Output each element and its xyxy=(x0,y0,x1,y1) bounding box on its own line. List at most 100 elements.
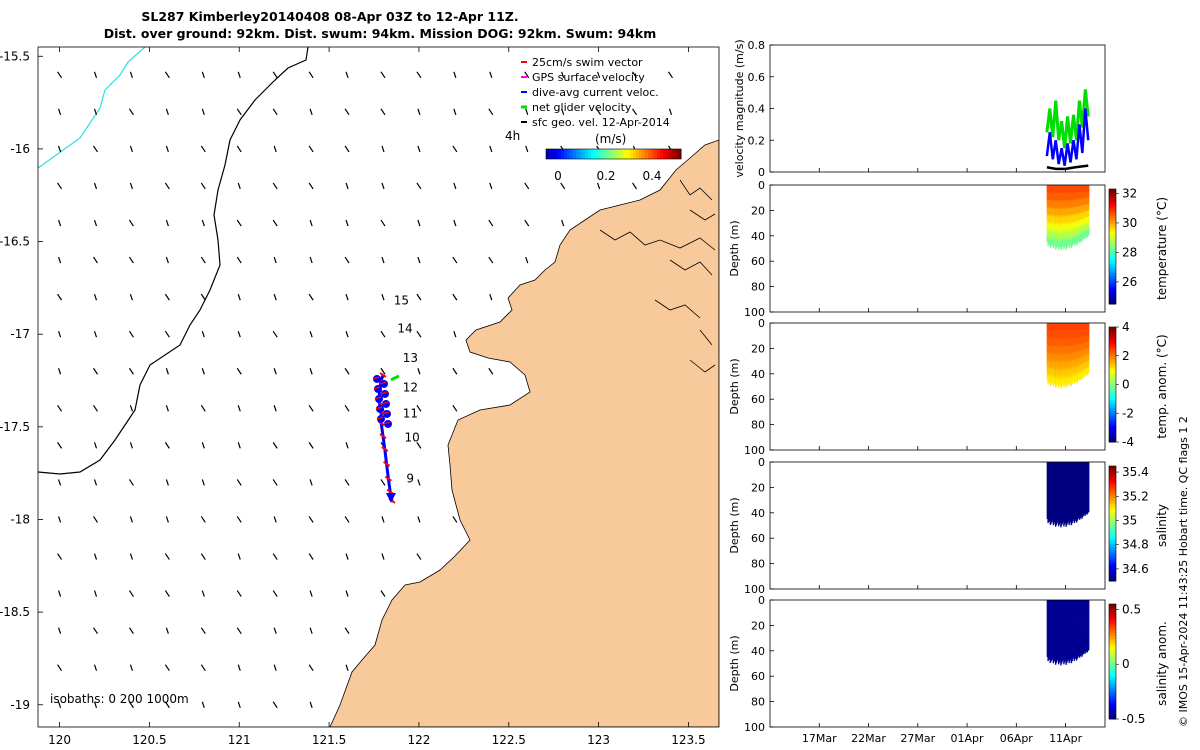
profile-cell xyxy=(1066,346,1068,355)
profile-cell xyxy=(1054,607,1056,616)
profile-cell xyxy=(1062,469,1064,478)
profile-cell xyxy=(1081,614,1083,622)
profile-cell xyxy=(1052,185,1055,194)
colorbar-cell xyxy=(1109,667,1116,671)
geo-vector xyxy=(165,145,169,153)
profile-cell xyxy=(1069,323,1071,331)
colorbar-cell xyxy=(1109,477,1116,481)
colorbar-cell xyxy=(651,149,655,159)
profile-cell xyxy=(1055,377,1058,387)
profile-cell xyxy=(1068,208,1070,217)
profile-cell xyxy=(1060,656,1062,666)
profile-cell xyxy=(1053,330,1055,339)
profile-cell xyxy=(1075,220,1077,229)
profile-cell xyxy=(1059,207,1061,216)
profile-cell xyxy=(1069,622,1072,630)
profile-cell xyxy=(1071,353,1073,362)
profile-cell xyxy=(1077,511,1079,519)
profile-cell xyxy=(1057,644,1059,653)
profile-cell xyxy=(1060,600,1062,609)
profile-cell xyxy=(1067,367,1070,375)
profile-cell xyxy=(1079,512,1081,520)
profile-cell xyxy=(1049,362,1052,371)
profile-cell xyxy=(1048,600,1050,608)
legend-label: dive-avg current veloc. xyxy=(532,86,659,99)
profile-cell xyxy=(1064,462,1067,470)
depth-axis-label: Depth (m) xyxy=(728,220,741,276)
profile-cell xyxy=(1076,499,1078,508)
profile-cell xyxy=(1069,638,1071,646)
colorbar-cell xyxy=(1109,433,1116,437)
profile-cell xyxy=(1076,359,1079,368)
profile-cell xyxy=(1051,214,1053,223)
profile-cell xyxy=(1063,470,1065,479)
profile-cell xyxy=(1073,484,1076,493)
profile-cell xyxy=(1061,353,1064,362)
profile-cell xyxy=(1088,323,1090,330)
profile-cell xyxy=(1088,216,1090,223)
legend-item-net-velocity: net glider velocity xyxy=(521,101,632,114)
colorbar-cell xyxy=(612,149,616,159)
profile-cell xyxy=(1086,600,1088,607)
legend-label: 25cm/s swim vector xyxy=(532,56,643,69)
profile-cell xyxy=(1080,495,1082,503)
profile-cell xyxy=(1078,482,1080,490)
geo-vector xyxy=(236,367,242,375)
profile-cell xyxy=(1066,215,1069,224)
colorbar-cell xyxy=(1109,229,1116,233)
profile-cell xyxy=(1082,225,1085,233)
geo-vector xyxy=(417,108,421,116)
profile-cell xyxy=(1073,345,1076,354)
profile-cell xyxy=(1055,185,1058,194)
profile-cell xyxy=(1049,615,1052,624)
profile-cell xyxy=(1054,237,1056,246)
geo-vector xyxy=(309,701,313,708)
profile-cell xyxy=(1067,622,1070,630)
profile-cell xyxy=(1086,619,1088,627)
profile-cell xyxy=(1062,629,1064,638)
profile-cell xyxy=(1085,600,1087,607)
profile-cell xyxy=(1058,223,1061,233)
profile-cell xyxy=(1049,323,1052,332)
colorbar-cell xyxy=(1109,471,1116,476)
profile-cell xyxy=(1079,462,1082,470)
profile-cell xyxy=(1060,616,1062,625)
profile-cell xyxy=(1074,229,1076,237)
colorbar-cell xyxy=(1109,549,1116,553)
profile-cell xyxy=(1069,629,1072,638)
colorbar-tick-label: 2 xyxy=(1122,349,1130,363)
profile-cell xyxy=(1070,346,1073,355)
profile-cell xyxy=(1078,620,1080,628)
profile-cell xyxy=(1056,638,1058,647)
profile-cell xyxy=(1069,651,1072,660)
depth-tick-label: 40 xyxy=(751,368,765,381)
colorbar-tick-label: 0 xyxy=(1122,378,1130,392)
profile-cell xyxy=(1063,330,1066,339)
profile-cell xyxy=(1046,372,1049,380)
profile-cell xyxy=(1083,500,1085,508)
profile-cell xyxy=(1064,368,1067,376)
profile-cell xyxy=(1054,491,1056,500)
map-frame xyxy=(37,46,720,728)
profile-cell xyxy=(1085,468,1087,476)
profile-cell xyxy=(1063,624,1065,633)
geo-vector xyxy=(57,553,63,560)
profile-cell xyxy=(1067,199,1070,208)
colorbar-cell xyxy=(1109,258,1116,262)
profile-cell xyxy=(1074,498,1076,507)
profile-cell xyxy=(1055,330,1058,340)
profile-cell xyxy=(1071,368,1073,377)
profile-cell xyxy=(1055,623,1058,632)
geo-vector xyxy=(380,108,386,116)
profile-cell xyxy=(1058,239,1061,248)
profile-cell xyxy=(1058,600,1061,609)
profile-cell xyxy=(1087,216,1089,224)
profile-cell xyxy=(1080,475,1082,483)
map-axes: 120 120.5 121 121.5 122 122.5 123 123.5-15.5-16… xyxy=(0,47,706,747)
profile-cell xyxy=(1054,470,1057,479)
profile-cell xyxy=(1085,198,1087,205)
profile-cell xyxy=(1048,323,1050,331)
profile-cell xyxy=(1060,339,1062,348)
profile-cell xyxy=(1046,649,1049,657)
profile-cell xyxy=(1070,623,1073,632)
